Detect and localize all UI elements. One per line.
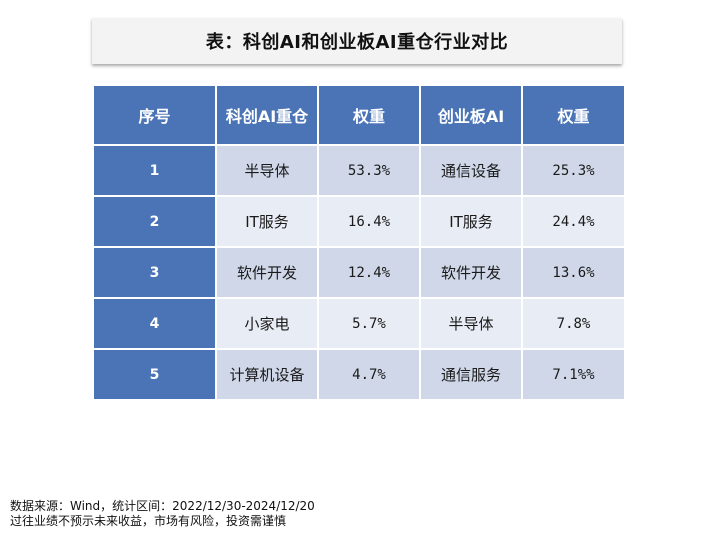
row-index: 5	[94, 350, 217, 401]
data-source-note: 数据来源：Wind，统计区间：2022/12/30-2024/12/20	[10, 499, 315, 513]
header-index: 序号	[94, 86, 217, 146]
row-index: 1	[94, 146, 217, 197]
chinext-ai-industry-cell: IT服务	[421, 197, 523, 248]
star-ai-industry-cell: 小家电	[217, 299, 319, 350]
header-star-ai-weight: 权重	[319, 86, 421, 146]
row-index: 3	[94, 248, 217, 299]
chinext-ai-weight-cell: 25.3%	[523, 146, 624, 197]
chinext-ai-industry-cell: 半导体	[421, 299, 523, 350]
chinext-ai-weight-cell: 13.6%	[523, 248, 624, 299]
chinext-ai-industry-cell: 通信服务	[421, 350, 523, 401]
star-ai-weight-cell: 5.7%	[319, 299, 421, 350]
row-index: 4	[94, 299, 217, 350]
risk-disclaimer: 过往业绩不预示未来收益，市场有风险，投资需谨慎	[10, 514, 287, 528]
star-ai-industry-cell: 软件开发	[217, 248, 319, 299]
header-chinext-ai-industry: 创业板AI	[421, 86, 523, 146]
star-ai-industry-cell: 计算机设备	[217, 350, 319, 401]
table-title: 表：科创AI和创业板AI重仓行业对比	[205, 32, 509, 53]
star-ai-weight-cell: 12.4%	[319, 248, 421, 299]
chinext-ai-industry-cell: 软件开发	[421, 248, 523, 299]
chinext-ai-weight-cell: 7.8%	[523, 299, 624, 350]
chinext-ai-industry-cell: 通信设备	[421, 146, 523, 197]
table-title-box: 表：科创AI和创业板AI重仓行业对比	[92, 18, 622, 64]
chinext-ai-weight-cell: 7.1%%	[523, 350, 624, 401]
star-ai-weight-cell: 16.4%	[319, 197, 421, 248]
industry-comparison-table: 序号 科创AI重仓 权重 创业板AI 权重 1 半导体 53.3% 通信设备 2…	[94, 86, 624, 401]
star-ai-weight-cell: 4.7%	[319, 350, 421, 401]
star-ai-industry-cell: 半导体	[217, 146, 319, 197]
star-ai-weight-cell: 53.3%	[319, 146, 421, 197]
row-index: 2	[94, 197, 217, 248]
header-star-ai-industry: 科创AI重仓	[217, 86, 319, 146]
star-ai-industry-cell: IT服务	[217, 197, 319, 248]
header-chinext-ai-weight: 权重	[523, 86, 624, 146]
chinext-ai-weight-cell: 24.4%	[523, 197, 624, 248]
